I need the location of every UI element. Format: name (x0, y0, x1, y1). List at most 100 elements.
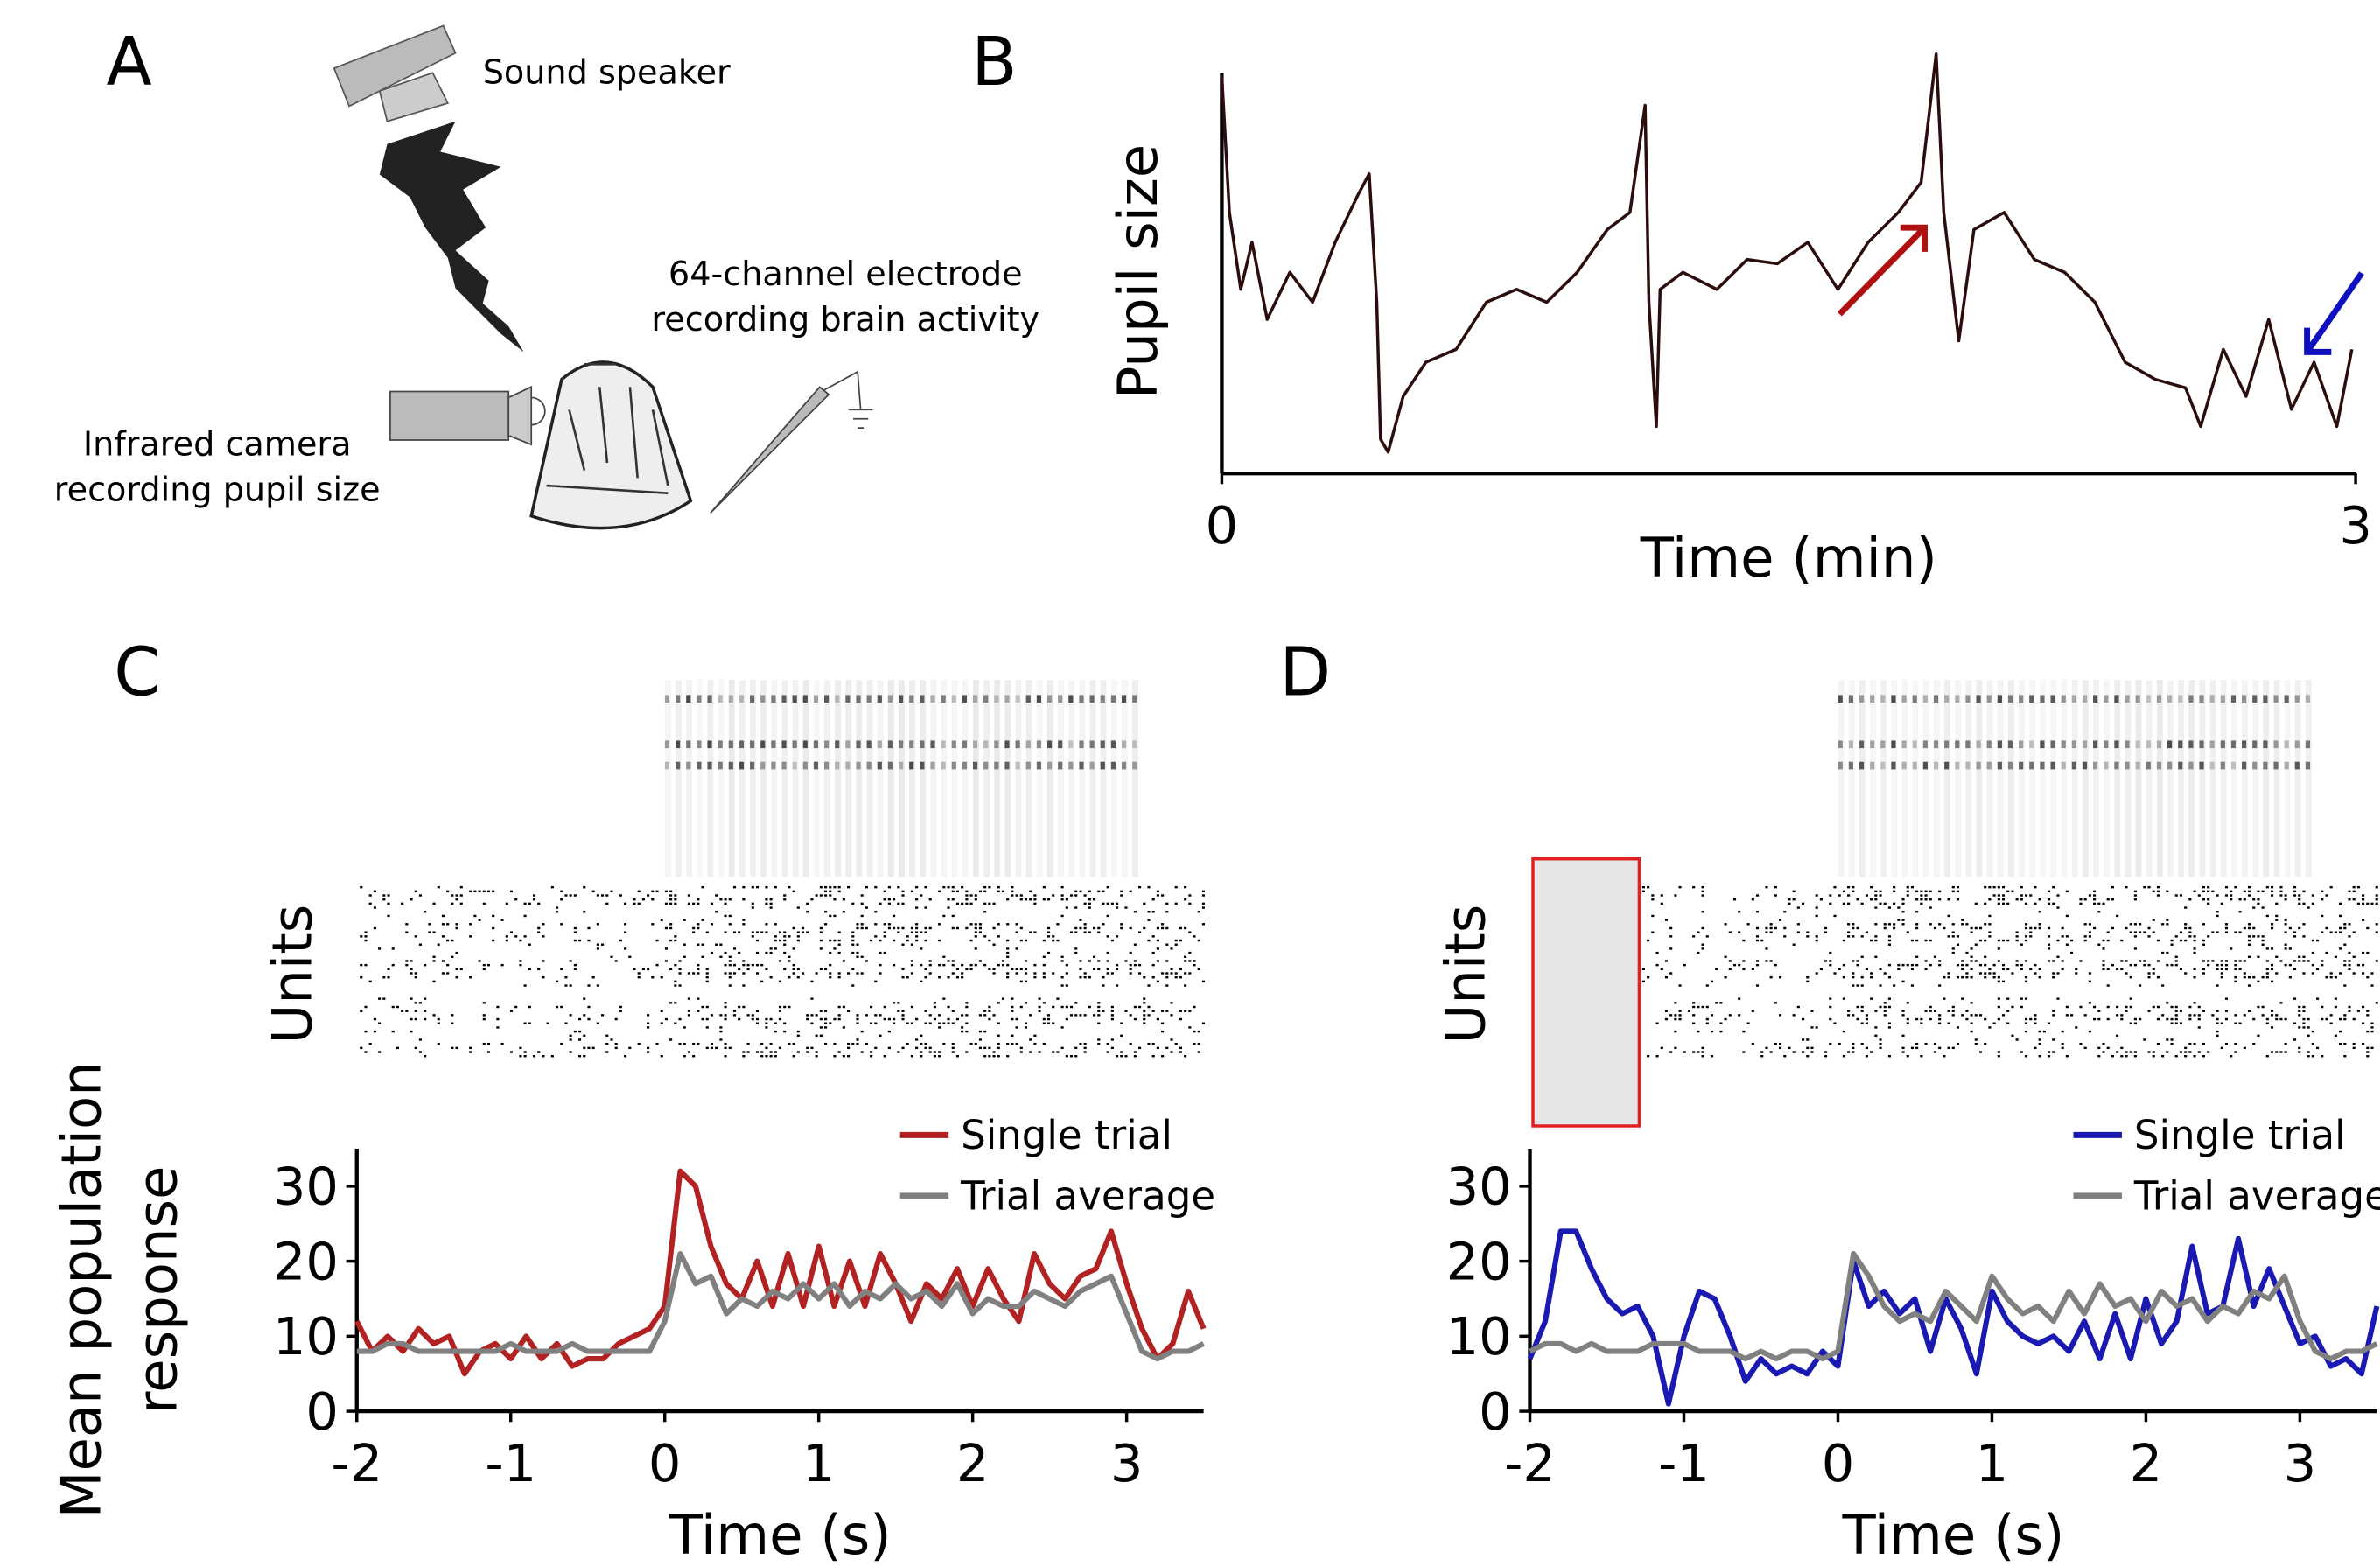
spike (374, 906, 376, 908)
spike (765, 1026, 767, 1028)
spike (884, 935, 886, 937)
spike (2089, 931, 2091, 933)
spike (2029, 968, 2032, 970)
spike (1665, 919, 1668, 920)
spike (1783, 911, 1786, 912)
spike (2285, 923, 2287, 925)
spike (1047, 927, 1050, 929)
spike (793, 927, 795, 929)
spike (878, 964, 881, 966)
spike (1824, 1055, 1827, 1057)
spike (2157, 1043, 2160, 1045)
spike (742, 919, 745, 920)
spike (710, 1014, 713, 1016)
spike (2034, 927, 2036, 929)
spike (1998, 898, 2000, 900)
spike (524, 915, 527, 917)
spike (2225, 894, 2228, 896)
spike (678, 984, 681, 986)
spike (2339, 1031, 2342, 1032)
spike (574, 931, 577, 933)
spike (2093, 898, 2096, 900)
spike (979, 931, 982, 933)
spike (405, 960, 408, 961)
spike (1061, 956, 1064, 958)
spike (570, 984, 572, 986)
spike (1702, 891, 1704, 892)
spike (1161, 894, 1164, 896)
heatmap-cell (2273, 695, 2278, 703)
spike (1111, 1047, 1114, 1049)
spike (870, 940, 872, 941)
spike (2234, 968, 2236, 970)
spike (2056, 940, 2059, 941)
spike (929, 1014, 932, 1016)
spike (1702, 911, 1704, 912)
spike (2006, 968, 2009, 970)
spike (874, 1023, 877, 1024)
spike (810, 997, 813, 999)
spike (861, 972, 864, 974)
spike (369, 981, 372, 982)
spike (1929, 1006, 1932, 1008)
spike (975, 964, 977, 966)
spike (2025, 927, 2027, 929)
spike (1879, 894, 1881, 896)
spike (993, 968, 996, 970)
spike (1779, 919, 1782, 920)
heatmap-cell (1955, 740, 1959, 748)
spike (1806, 931, 1809, 933)
spike (1924, 968, 1927, 970)
spike (519, 1047, 522, 1049)
spike (829, 891, 831, 892)
heatmap-cell (1923, 695, 1928, 703)
spike (2221, 972, 2223, 974)
spike (2207, 886, 2209, 888)
heatmap-cell (867, 695, 872, 703)
heatmap-column (665, 680, 671, 877)
spike (2248, 886, 2250, 888)
spike (1765, 886, 1768, 888)
spike (1852, 923, 1854, 925)
spike (2175, 1055, 2178, 1057)
spike (915, 1038, 918, 1040)
spike (806, 931, 808, 933)
spike (838, 891, 841, 892)
spike (669, 894, 672, 896)
heatmap-column (2146, 680, 2152, 877)
spike (2285, 1051, 2287, 1052)
spike (665, 891, 668, 892)
spike (1770, 960, 1773, 961)
spike (1697, 1031, 1699, 1032)
spike (2202, 1043, 2205, 1045)
spike (2075, 968, 2077, 970)
spike (2175, 935, 2178, 937)
spike (1915, 923, 1918, 925)
spike (2348, 960, 2350, 961)
spike (1756, 940, 1759, 941)
spike (2025, 940, 2027, 941)
spike (1866, 1055, 1868, 1057)
spike (678, 972, 681, 974)
spike (979, 1014, 982, 1016)
spike (984, 911, 986, 912)
spike (1934, 1051, 1936, 1052)
spike (438, 886, 440, 888)
spike (729, 923, 732, 925)
spike (2298, 898, 2300, 900)
spike (1897, 906, 1900, 908)
spike (1970, 1014, 1973, 1016)
heatmap-cell (2306, 762, 2310, 770)
spike (624, 947, 626, 949)
spike (2248, 894, 2250, 896)
spike (1043, 964, 1046, 966)
spike (1988, 931, 1991, 933)
spike (2166, 1038, 2168, 1040)
spike (2271, 1026, 2273, 1028)
spike (2143, 931, 2146, 933)
heatmap-cell (781, 740, 786, 748)
spike (1711, 1014, 1713, 1016)
spike (2066, 935, 2068, 937)
spike (742, 886, 745, 888)
heatmap-cell (2104, 740, 2108, 748)
